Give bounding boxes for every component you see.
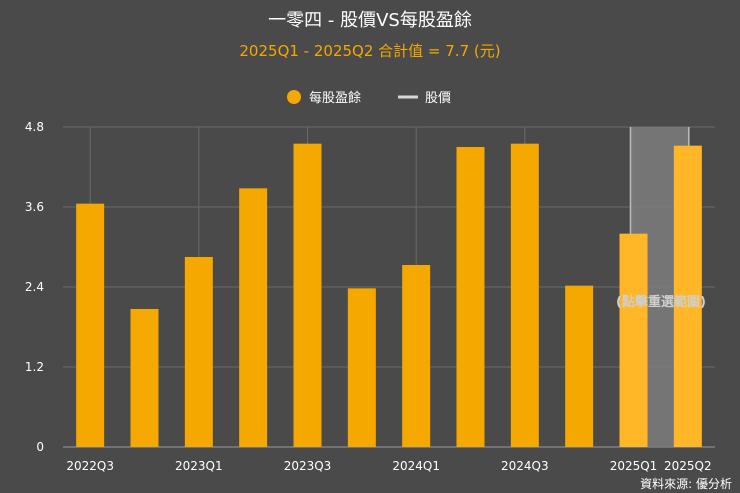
chart-subtitle: 2025Q1 - 2025Q2 合計值 = 7.7 (元): [239, 42, 500, 60]
reselect-range-hint[interactable]: (點擊重選範圍): [616, 294, 706, 310]
bars: [76, 143, 702, 448]
bar-2023Q3[interactable]: [293, 143, 322, 447]
y-tick-label: 2.4: [25, 280, 44, 294]
y-tick-label: 4.8: [25, 120, 44, 134]
bar-2025Q1[interactable]: [619, 233, 648, 447]
y-tick-label: 0: [36, 440, 44, 454]
y-tick-label: 1.2: [25, 360, 44, 374]
y-axis-ticks: 0 1.2 2.4 3.6 4.8: [25, 120, 44, 454]
x-tick-label: 2025Q2: [664, 459, 712, 473]
bar-2023Q2[interactable]: [239, 188, 268, 448]
bar-2025Q2[interactable]: [673, 145, 702, 447]
chart-title: 一零四 - 股價VS每股盈餘: [268, 10, 472, 31]
bar-2023Q4[interactable]: [347, 288, 376, 447]
legend-price-label[interactable]: 股價: [425, 91, 451, 106]
bar-2024Q2[interactable]: [456, 147, 485, 447]
legend-eps-marker[interactable]: [287, 90, 301, 104]
x-axis-ticks: 2022Q3 2023Q1 2023Q3 2024Q1 2024Q3 2025Q1 2025…: [66, 459, 711, 473]
data-source: 資料來源: 優分析: [640, 477, 732, 491]
bar-2024Q1[interactable]: [402, 265, 431, 447]
bar-2024Q3[interactable]: [510, 143, 539, 447]
x-tick-label: 2023Q3: [284, 459, 332, 473]
x-tick-label: 2025Q1: [610, 459, 658, 473]
x-tick-label: 2022Q3: [66, 459, 114, 473]
y-tick-label: 3.6: [25, 200, 44, 214]
bar-2024Q4[interactable]: [565, 285, 594, 447]
legend[interactable]: 每股盈餘 股價: [287, 90, 451, 106]
grid: [63, 126, 715, 448]
bar-2023Q1[interactable]: [184, 257, 213, 447]
x-tick-label: 2023Q1: [175, 459, 223, 473]
legend-eps-label[interactable]: 每股盈餘: [309, 90, 361, 106]
x-tick-label: 2024Q3: [501, 459, 549, 473]
bar-2022Q4[interactable]: [130, 309, 159, 447]
bar-2022Q3[interactable]: [76, 203, 105, 447]
x-tick-label: 2024Q1: [392, 459, 440, 473]
